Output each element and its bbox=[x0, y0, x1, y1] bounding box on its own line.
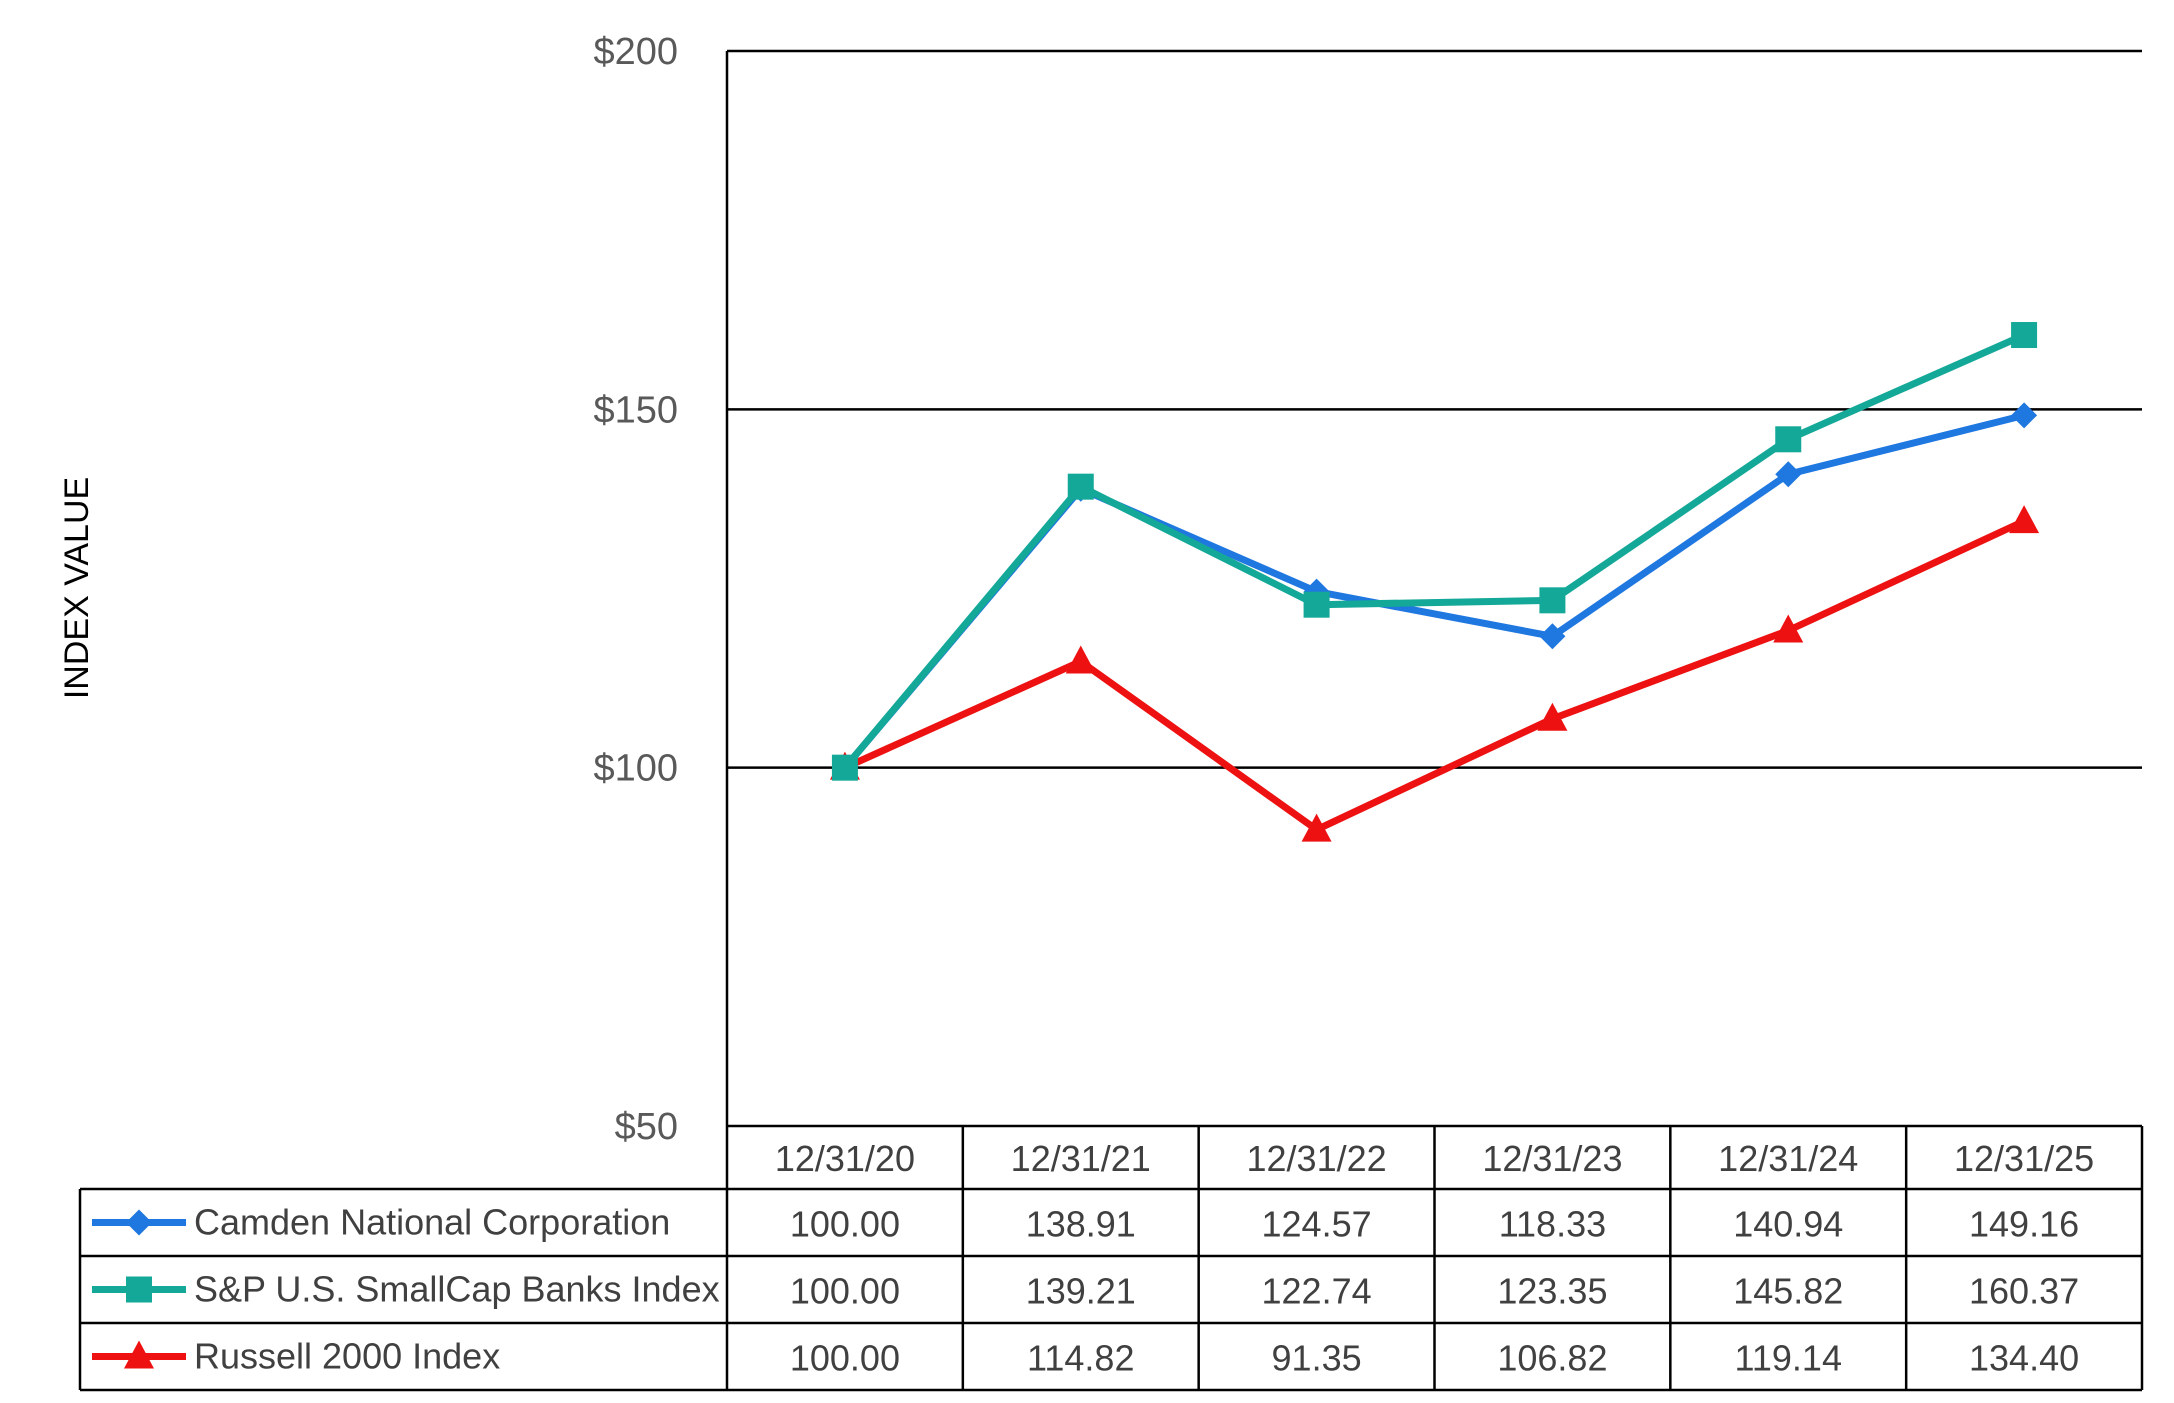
series-line bbox=[843, 517, 2026, 834]
data-point bbox=[1539, 623, 1566, 650]
x-tick-label: 12/31/21 bbox=[1011, 1138, 1151, 1179]
gridlines bbox=[727, 49, 2142, 769]
data-point bbox=[1775, 426, 1802, 453]
data-label: 100.00 bbox=[790, 1338, 900, 1379]
data-point bbox=[1539, 587, 1566, 614]
data-label: 123.35 bbox=[1497, 1271, 1607, 1312]
data-point bbox=[2011, 402, 2038, 429]
series-s-p-u-s-smallcap-banks-index bbox=[831, 322, 2038, 781]
data-label: 100.00 bbox=[790, 1271, 900, 1312]
data-label: 140.94 bbox=[1733, 1204, 1843, 1245]
y-tick-label: $100 bbox=[593, 748, 678, 790]
data-point bbox=[831, 754, 858, 781]
data-point bbox=[126, 1276, 152, 1303]
data-label: 138.91 bbox=[1026, 1204, 1136, 1245]
data-label: 145.82 bbox=[1733, 1271, 1843, 1312]
data-point bbox=[1303, 591, 1330, 618]
x-tick-label: 12/31/25 bbox=[1954, 1138, 2094, 1179]
data-label: 118.33 bbox=[1499, 1204, 1606, 1245]
y-tick-label: $150 bbox=[593, 389, 678, 431]
data-label: 100.00 bbox=[790, 1204, 900, 1245]
data-point bbox=[1067, 473, 1094, 500]
data-label: 149.16 bbox=[1969, 1204, 2079, 1245]
data-label: 134.40 bbox=[1969, 1338, 2079, 1379]
data-label: 114.82 bbox=[1027, 1338, 1134, 1379]
data-point bbox=[124, 1340, 154, 1369]
y-axis: $50 $100 $150 $200 bbox=[593, 31, 729, 1148]
data-point bbox=[1773, 614, 1804, 643]
data-point bbox=[1301, 813, 1332, 842]
data-point bbox=[2009, 505, 2040, 534]
data-point bbox=[1775, 461, 1802, 488]
data-label: 119.14 bbox=[1735, 1338, 1842, 1379]
data-label: 160.37 bbox=[1969, 1271, 2079, 1312]
series-russell-2000-index bbox=[829, 505, 2040, 842]
data-table: 12/31/20 12/31/21 12/31/22 12/31/23 12/31/24… bbox=[78, 1124, 2144, 1392]
data-point bbox=[2011, 322, 2038, 349]
series-camden-national-corporation bbox=[831, 402, 2038, 781]
data-point bbox=[126, 1209, 152, 1236]
data-label: 139.21 bbox=[1026, 1271, 1136, 1312]
x-tick-label: 12/31/20 bbox=[775, 1138, 915, 1179]
y-axis-label: INDEX VALUE bbox=[58, 477, 96, 699]
data-label: 106.82 bbox=[1497, 1338, 1607, 1379]
legend-label: Russell 2000 Index bbox=[194, 1336, 500, 1377]
y-tick-label: $200 bbox=[593, 31, 678, 73]
data-point bbox=[1537, 702, 1568, 731]
series-line bbox=[842, 331, 2026, 770]
series-line bbox=[842, 411, 2025, 770]
data-label: 91.35 bbox=[1272, 1338, 1362, 1379]
data-label: 122.74 bbox=[1262, 1271, 1372, 1312]
series-layer bbox=[829, 322, 2040, 842]
x-tick-label: 12/31/24 bbox=[1718, 1138, 1858, 1179]
x-tick-label: 12/31/22 bbox=[1247, 1138, 1387, 1179]
legend-label: Camden National Corporation bbox=[194, 1202, 670, 1243]
data-label: 124.57 bbox=[1262, 1204, 1372, 1245]
data-point bbox=[1065, 645, 1096, 674]
x-tick-label: 12/31/23 bbox=[1482, 1138, 1622, 1179]
legend-label: S&P U.S. SmallCap Banks Index bbox=[194, 1269, 720, 1310]
y-tick-label: $50 bbox=[615, 1106, 678, 1148]
